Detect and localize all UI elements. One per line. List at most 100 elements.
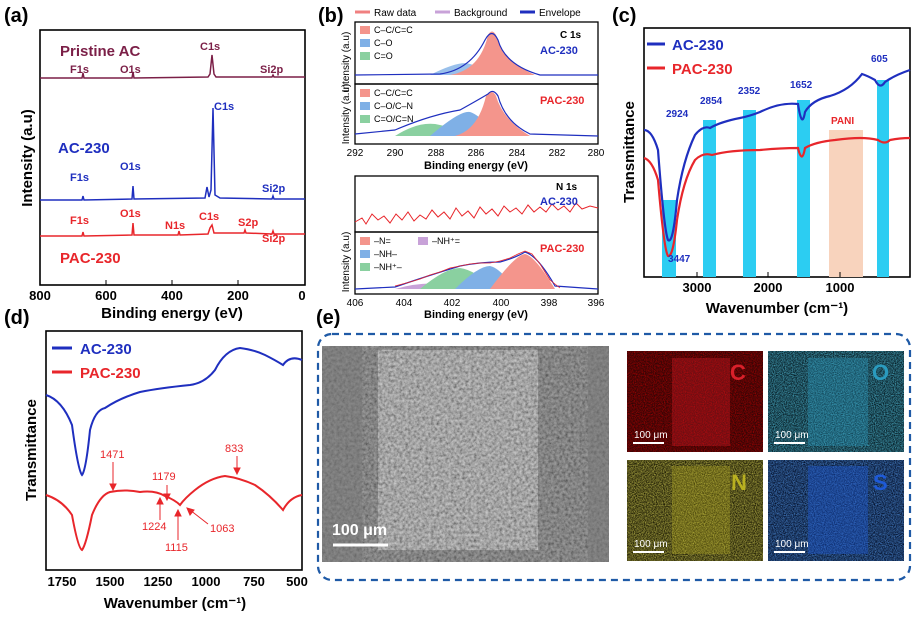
eds-scale-c: 100 μm <box>634 430 668 441</box>
comp-label: –NH⁺– <box>374 262 402 272</box>
comp-label: –NH– <box>374 249 397 259</box>
series-line-d-ac <box>45 346 303 477</box>
comp-label: –N= <box>374 236 391 246</box>
tick-label: 800 <box>29 288 51 303</box>
comp-label: C=O <box>374 51 393 61</box>
eds-element-s: S <box>873 470 888 495</box>
swatch-co <box>360 102 370 110</box>
tick-label: 402 <box>444 298 461 309</box>
peak-label-o1s-1: O1s <box>120 64 141 76</box>
c1s-pac-label: PAC-230 <box>540 95 584 107</box>
sem-scale-label: 100 μm <box>332 522 387 539</box>
swatch-cc <box>360 89 370 97</box>
c1s-title: C 1s <box>560 30 582 41</box>
comp-label: –NH⁺= <box>432 236 460 246</box>
tick-label: 290 <box>387 148 404 159</box>
eds-element-c: C <box>730 360 746 385</box>
n1s-title: N 1s <box>556 182 578 193</box>
tick-label: 400 <box>161 288 183 303</box>
tick-label: 286 <box>468 148 485 159</box>
n1s-pac-label: PAC-230 <box>540 243 584 255</box>
swatch-c-o-double <box>360 52 370 60</box>
panel-label-c: (c) <box>612 5 636 27</box>
annot-1652: 1652 <box>790 80 813 91</box>
tick-label: 404 <box>396 298 413 309</box>
plot-frame-d <box>45 330 303 571</box>
c1s-ac-label: AC-230 <box>540 45 578 57</box>
eds-scale-o: 100 μm <box>775 430 809 441</box>
y-axis-label-c: Transmittance <box>621 101 638 203</box>
tick-label: 280 <box>588 148 605 159</box>
plot-frame-c1s-pac <box>354 83 599 145</box>
tick-label: 0 <box>298 288 305 303</box>
peak-label-s2p-3: S2p <box>238 217 258 229</box>
comp-label: C–O/C–N <box>374 101 413 111</box>
band-605 <box>877 80 889 277</box>
x-axis-label-a: Binding energy (eV) <box>101 305 243 322</box>
tick-label: 1000 <box>192 574 221 589</box>
x-ticks-c: 3000 2000 1000 <box>683 272 854 295</box>
sem-image: 100 μm <box>322 346 609 562</box>
x-ticks-d: 1750 1500 1250 1000 750 500 <box>48 574 308 589</box>
tick-label: 292 <box>347 148 364 159</box>
legend-label-background: Background <box>454 8 507 19</box>
tick-label: 2000 <box>754 280 783 295</box>
annot-833: 833 <box>225 443 243 455</box>
x-ticks-b-top: 292 290 288 286 284 282 280 <box>347 148 605 159</box>
panel-label-b: (b) <box>318 5 344 27</box>
eds-map-n: N 100 μm <box>627 460 763 561</box>
c1s-ac-legend: C–C/C=C C–O C=O <box>360 25 413 61</box>
plot-frame-c <box>643 27 911 278</box>
legend-label-raw: Raw data <box>374 8 417 19</box>
band-pani <box>829 130 863 277</box>
tick-label: 284 <box>509 148 526 159</box>
tick-label: 600 <box>95 288 117 303</box>
panel-c: (c) AC-230 PAC-230 3447 2924 2854 2352 1… <box>612 5 911 317</box>
x-axis-label-b-bottom: Binding energy (eV) <box>424 309 528 321</box>
tick-label: 398 <box>541 298 558 309</box>
comp-label: C=O/C=N <box>374 114 414 124</box>
comp-label: C–O <box>374 38 393 48</box>
n1s-pac-raw <box>394 250 561 289</box>
n1s-pac-legend: –N= –NH– –NH⁺– –NH⁺= <box>360 236 460 272</box>
c1s-pac-legend: C–C/C=C C–O/C–N C=O/C=N <box>360 88 414 124</box>
series-line-c-ac <box>643 68 911 242</box>
tick-label: 1500 <box>96 574 125 589</box>
panel-e: (e) 100 μm C 100 μm O 100 <box>316 307 912 582</box>
peak-label-f1s-1: F1s <box>70 64 89 76</box>
series-label-pristine-ac: Pristine AC <box>60 43 140 60</box>
c1s-ac-peak-c-c <box>450 31 535 75</box>
tick-label: 1750 <box>48 574 77 589</box>
legend-label-c-ac: AC-230 <box>672 37 724 54</box>
series-line-pac-230 <box>40 222 305 237</box>
panel-label-a: (a) <box>4 5 28 27</box>
peak-label-si2p-3: Si2p <box>262 233 286 245</box>
c1s-pac-envelope <box>354 90 599 137</box>
eds-element-o: O <box>872 360 889 385</box>
peak-label-c1s-1: C1s <box>200 41 220 53</box>
annot-2352: 2352 <box>738 86 761 97</box>
legend-b: Raw data Background Envelope <box>355 8 581 19</box>
series-label-pac-230-a: PAC-230 <box>60 250 121 267</box>
tick-label: 750 <box>243 574 265 589</box>
peak-label-si2p-2: Si2p <box>262 183 286 195</box>
annot-1115: 1115 <box>165 542 188 554</box>
eds-scale-s: 100 μm <box>775 539 809 550</box>
swatch-nh-plus <box>360 263 370 271</box>
panel-b: (b) Raw data Background Envelope C–C/C=C… <box>318 5 605 321</box>
annot-2924: 2924 <box>666 109 689 120</box>
x-axis-label-b-top: Binding energy (eV) <box>424 160 528 172</box>
plot-frame-n1s-pac <box>354 231 599 295</box>
tick-label: 1250 <box>144 574 173 589</box>
peak-label-o1s-3: O1s <box>120 208 141 220</box>
swatch-cc <box>360 26 370 34</box>
tick-label: 500 <box>286 574 308 589</box>
c1s-pac-peak-c-c <box>455 92 530 136</box>
annotations-c: 3447 2924 2854 2352 1652 605 <box>666 54 888 265</box>
y-axis-label-d: Transmittance <box>23 399 40 501</box>
eds-map-o: O 100 μm <box>768 351 904 452</box>
band-2352 <box>743 110 756 277</box>
annot-605: 605 <box>871 54 888 65</box>
swatch-co <box>360 39 370 47</box>
